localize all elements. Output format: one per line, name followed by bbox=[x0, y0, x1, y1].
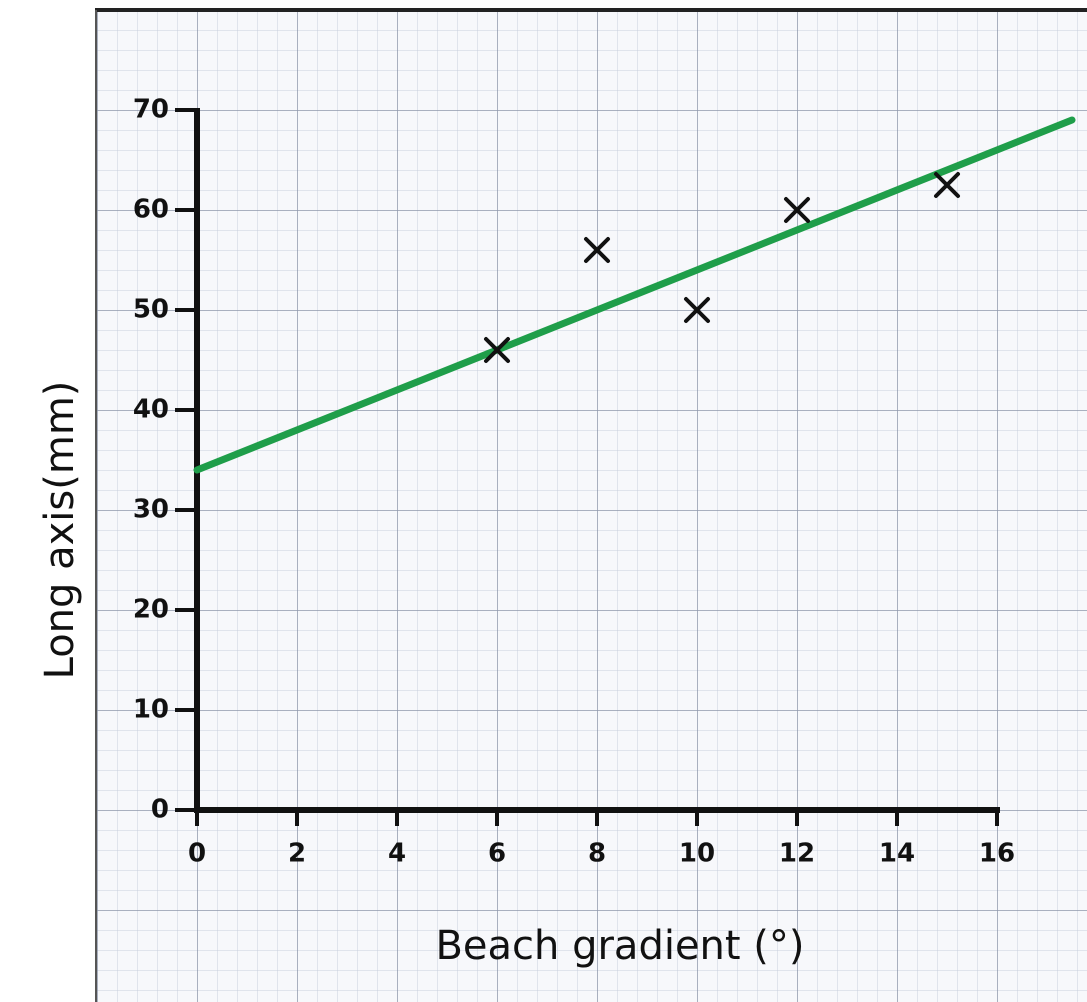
y-tick-label: 60 bbox=[133, 195, 169, 225]
y-tick-label: 20 bbox=[133, 595, 169, 625]
x-tick-label: 12 bbox=[779, 839, 815, 869]
graph-paper-major bbox=[95, 10, 1087, 1002]
data-point bbox=[934, 172, 960, 198]
trend-line bbox=[193, 116, 1076, 474]
data-point bbox=[584, 237, 610, 263]
y-tick-label: 10 bbox=[133, 695, 169, 725]
data-point bbox=[684, 297, 710, 323]
x-tick-label: 6 bbox=[488, 839, 506, 869]
x-tick-label: 8 bbox=[588, 839, 606, 869]
data-point bbox=[484, 337, 510, 363]
x-axis-label: Beach gradient (°) bbox=[435, 923, 804, 969]
x-tick-label: 10 bbox=[679, 839, 715, 869]
y-tick-label: 50 bbox=[133, 295, 169, 325]
x-tick-label: 4 bbox=[388, 839, 406, 869]
y-tick-label: 70 bbox=[133, 95, 169, 125]
x-tick-label: 16 bbox=[979, 839, 1015, 869]
y-tick-label: 0 bbox=[151, 795, 169, 825]
y-tick-label: 30 bbox=[133, 495, 169, 525]
x-tick-label: 14 bbox=[879, 839, 915, 869]
x-tick-label: 0 bbox=[188, 839, 206, 869]
data-point bbox=[784, 197, 810, 223]
x-tick-label: 2 bbox=[288, 839, 306, 869]
y-axis-label: Long axis(mm) bbox=[37, 381, 83, 680]
y-tick-label: 40 bbox=[133, 395, 169, 425]
